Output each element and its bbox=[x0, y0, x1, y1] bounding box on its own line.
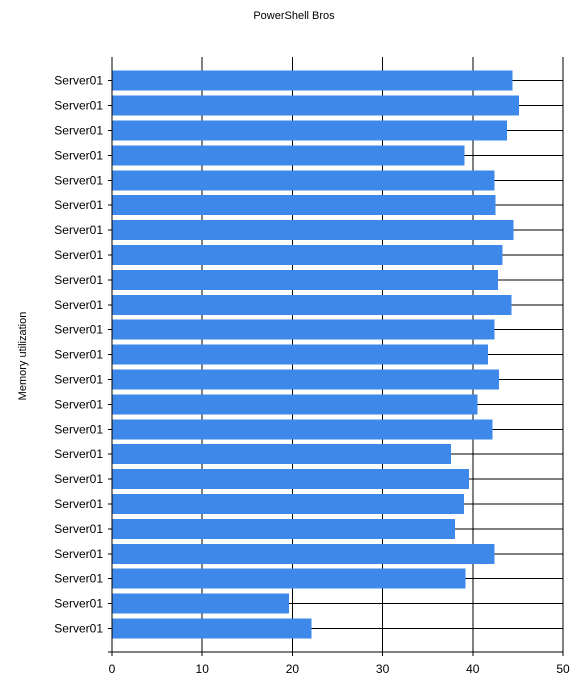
bar bbox=[112, 344, 489, 365]
bar bbox=[112, 618, 312, 639]
category-label: Server01 bbox=[54, 148, 103, 162]
bar bbox=[112, 494, 464, 514]
x-tick-label: 10 bbox=[196, 662, 210, 676]
category-label: Server01 bbox=[54, 422, 103, 436]
category-label: Server01 bbox=[54, 223, 103, 237]
category-label: Server01 bbox=[54, 373, 103, 387]
chart-title: PowerShell Bros bbox=[253, 10, 335, 22]
category-label: Server01 bbox=[54, 348, 103, 362]
bar bbox=[112, 568, 466, 589]
bar bbox=[112, 170, 495, 191]
bar bbox=[112, 120, 508, 141]
category-label: Server01 bbox=[54, 198, 103, 212]
category-label: Server01 bbox=[54, 547, 103, 561]
category-label: Server01 bbox=[54, 522, 103, 536]
category-label: Server01 bbox=[54, 124, 103, 138]
bar bbox=[112, 220, 514, 241]
bar bbox=[112, 319, 495, 340]
bar bbox=[112, 444, 452, 465]
category-label: Server01 bbox=[54, 472, 103, 486]
bar bbox=[112, 294, 512, 315]
category-label: Server01 bbox=[54, 622, 103, 636]
labels: Server01 Server01 Server01 Server01 Server01… bbox=[54, 74, 570, 676]
x-tick-label: 50 bbox=[556, 662, 570, 676]
category-label: Server01 bbox=[54, 74, 103, 88]
bar bbox=[112, 593, 289, 614]
x-tick-label: 0 bbox=[109, 662, 116, 676]
category-label: Server01 bbox=[54, 248, 103, 262]
bar bbox=[112, 269, 499, 290]
x-tick-label: 30 bbox=[376, 662, 390, 676]
bar bbox=[112, 70, 513, 91]
category-label: Server01 bbox=[54, 99, 103, 113]
bar bbox=[112, 369, 499, 390]
bar bbox=[112, 195, 496, 216]
category-label: Server01 bbox=[54, 597, 103, 611]
y-axis-title: Memory utilization bbox=[17, 312, 29, 401]
category-label: Server01 bbox=[54, 323, 103, 337]
x-tick-label: 20 bbox=[286, 662, 300, 676]
bar bbox=[112, 543, 495, 564]
category-label: Server01 bbox=[54, 273, 103, 287]
x-tick-label: 40 bbox=[466, 662, 480, 676]
bar bbox=[112, 419, 493, 440]
bar bbox=[112, 95, 519, 116]
category-label: Server01 bbox=[54, 447, 103, 461]
bar bbox=[112, 245, 503, 265]
bars bbox=[112, 70, 519, 639]
category-label: Server01 bbox=[54, 173, 103, 187]
bar bbox=[112, 518, 455, 539]
category-label: Server01 bbox=[54, 572, 103, 586]
bar bbox=[112, 145, 465, 166]
category-label: Server01 bbox=[54, 397, 103, 411]
category-label: Server01 bbox=[54, 497, 103, 511]
axes bbox=[108, 57, 564, 656]
category-label: Server01 bbox=[54, 298, 103, 312]
bar bbox=[112, 394, 478, 415]
bar bbox=[112, 469, 470, 490]
